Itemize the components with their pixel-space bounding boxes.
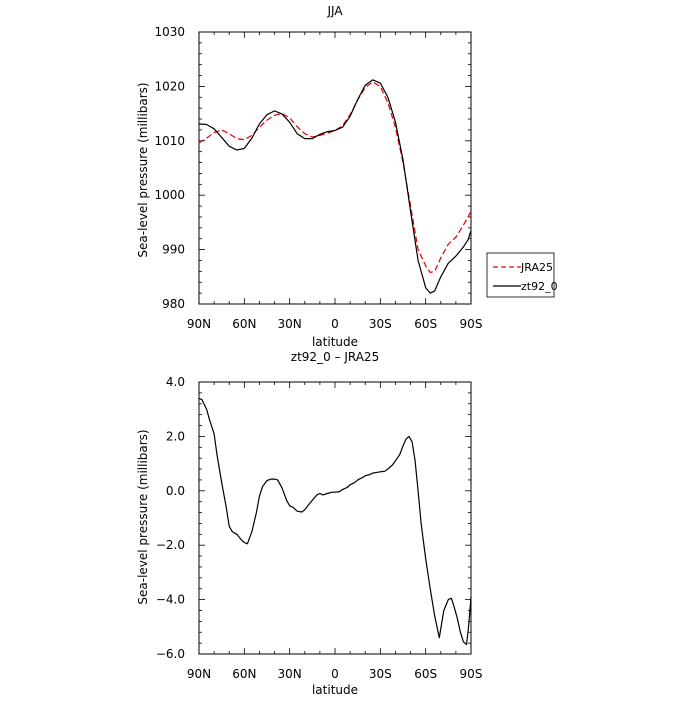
top-y-tick-label: 990 <box>162 243 185 257</box>
top-y-tick-label: 1000 <box>154 188 185 202</box>
top-x-tick-label: 90S <box>460 317 483 331</box>
bottom-series-line-difference <box>198 397 472 646</box>
top-x-tick-label: 60N <box>232 317 256 331</box>
top-x-tick-label: 90N <box>187 317 211 331</box>
top-panel: JJA Sea-level pressure (millibars) latit… <box>136 4 558 349</box>
bottom-x-tick-label: 30S <box>369 667 392 681</box>
bottom-y-tick-label: −6.0 <box>156 647 185 661</box>
top-x-tick-label: 0 <box>331 317 339 331</box>
top-x-tick-label: 60S <box>414 317 437 331</box>
bottom-y-axis-label: Sea-level pressure (millibars) <box>136 429 150 604</box>
top-x-axis-label: latitude <box>312 335 358 349</box>
bottom-y-tick-label: 4.0 <box>166 375 185 389</box>
bottom-x-tick-label: 60N <box>232 667 256 681</box>
legend: JRA25 zt92_0 <box>486 252 558 298</box>
top-y-tick-label: 1030 <box>154 25 185 39</box>
legend-label-zt92-0: zt92_0 <box>521 280 558 293</box>
top-y-tick-label: 1010 <box>154 134 185 148</box>
top-x-tick-label: 30N <box>278 317 302 331</box>
bottom-x-tick-label: 90S <box>460 667 483 681</box>
bottom-x-tick-label: 60S <box>414 667 437 681</box>
bottom-x-tick-label: 90N <box>187 667 211 681</box>
top-y-tick-label: 980 <box>162 297 185 311</box>
legend-box <box>486 252 555 298</box>
top-series-line-jra25 <box>198 81 472 273</box>
bottom-x-tick-label: 0 <box>331 667 339 681</box>
bottom-y-tick-label: 2.0 <box>166 429 185 443</box>
top-x-tick-label: 30S <box>369 317 392 331</box>
bottom-y-tick-label: 0.0 <box>166 484 185 498</box>
top-y-axis-label: Sea-level pressure (millibars) <box>136 82 150 257</box>
legend-label-jra25: JRA25 <box>520 261 553 274</box>
bottom-x-axis-label: latitude <box>312 683 358 697</box>
bottom-y-tick-label: −2.0 <box>156 538 185 552</box>
bottom-chart-title: zt92_0 – JRA25 <box>291 350 379 364</box>
top-y-tick-label: 1020 <box>154 79 185 93</box>
top-series-line-zt92-0 <box>198 79 472 294</box>
bottom-y-tick-label: −4.0 <box>156 593 185 607</box>
bottom-panel: zt92_0 – JRA25 Sea-level pressure (milli… <box>136 350 482 697</box>
top-chart-title: JJA <box>326 4 343 18</box>
bottom-x-tick-label: 30N <box>278 667 302 681</box>
